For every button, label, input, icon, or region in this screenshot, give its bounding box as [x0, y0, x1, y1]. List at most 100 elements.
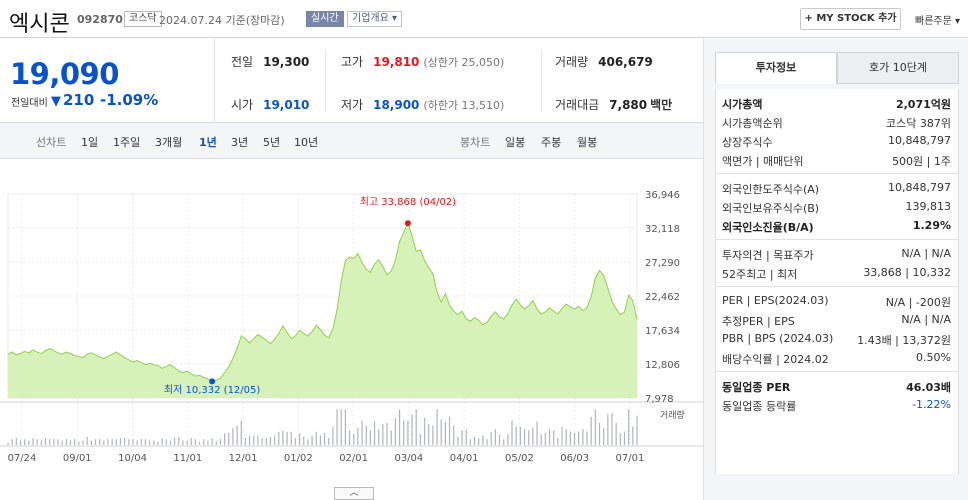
info-row: PBR | BPS (2024.03) 1.43배 | 13,372원: [716, 329, 958, 348]
info-label: 외국인보유주식수(B): [722, 202, 820, 215]
market-badge: 코스닥: [124, 11, 162, 27]
candle-chart-label: 봉차트: [460, 136, 491, 149]
volume-bar: [394, 417, 396, 445]
volume-bar: [215, 440, 217, 445]
market-cap-section: 시가총액 2,071억원 시가총액순위 코스닥 387위 상장주식수 10,848,797…: [716, 93, 958, 169]
volume-legend: 거래량: [660, 409, 685, 421]
volume-bar: [315, 431, 317, 445]
volume-bar: [411, 414, 413, 445]
volume-bar: [240, 420, 242, 445]
divider: [541, 49, 542, 112]
info-value: 10,848,797: [888, 181, 951, 194]
volume-bar: [557, 438, 559, 445]
price-chart[interactable]: 36,946 32,118 27,290 22,462 17,634 12,806 7,97…: [0, 160, 703, 500]
volume-bar: [49, 439, 51, 445]
volume-bar: [244, 438, 247, 445]
volume-bar: [511, 420, 513, 445]
volume-bar: [428, 424, 430, 445]
volume-bar: [619, 433, 621, 445]
period-10y[interactable]: 10년: [294, 136, 319, 149]
info-label: PER | EPS(2024.03): [722, 294, 829, 307]
volume-bar: [174, 438, 176, 445]
invest-info-table: 시가총액 2,071억원 시가총액순위 코스닥 387위 상장주식수 10,848,797…: [715, 89, 959, 474]
volume-bar: [594, 409, 596, 445]
volume-bar: [232, 428, 234, 445]
volume-bar: [228, 433, 230, 445]
volume-bar: [503, 439, 505, 445]
panel-tabs: 투자정보 호가 10단계: [715, 52, 959, 84]
period-1w[interactable]: 1주일: [113, 136, 141, 149]
price-area-fill: [8, 223, 637, 398]
volume-bar: [436, 409, 438, 445]
quick-order-dropdown[interactable]: 빠른주문 ▾: [915, 16, 960, 27]
period-3y[interactable]: 3년: [231, 136, 249, 149]
volume-bar: [473, 436, 476, 445]
volume-bar: [407, 420, 409, 445]
volume-bar: [603, 427, 605, 445]
volume-bar: [65, 439, 67, 445]
volume-bar: [611, 413, 613, 445]
info-label: 시가총액: [722, 98, 763, 111]
volume-bar: [448, 416, 451, 445]
period-5y[interactable]: 5년: [263, 136, 281, 149]
candle-monthly[interactable]: 월봉: [577, 136, 598, 149]
add-mystock-button[interactable]: + MY STOCK 추가: [800, 8, 901, 30]
info-label: 상장주식수: [722, 136, 773, 149]
period-3m[interactable]: 3개월: [155, 136, 183, 149]
volume-bar: [149, 440, 151, 445]
info-row: 배당수익률 | 2024.02 0.50%: [716, 348, 958, 367]
volume-bar: [219, 439, 222, 445]
change-percent: -1.09%: [100, 91, 159, 109]
info-row: 시가총액순위 코스닥 387위: [716, 112, 958, 131]
x-tick-label: 09/01: [63, 453, 92, 464]
volume-bar: [74, 439, 76, 445]
volume-bar: [94, 439, 97, 445]
candle-weekly[interactable]: 주봉: [541, 136, 562, 149]
volume-bar: [307, 439, 309, 445]
volume-bar: [294, 438, 297, 445]
tab-invest-info[interactable]: 투자정보: [715, 52, 837, 84]
low-annotation: 최저 10,332 (12/05): [164, 384, 260, 396]
volume-bar: [111, 439, 113, 445]
period-1d[interactable]: 1일: [81, 136, 99, 149]
info-value: 코스닥 387위: [886, 117, 951, 130]
chart-collapse-button[interactable]: ︿: [334, 487, 374, 500]
volume-bar: [607, 414, 609, 445]
candle-daily[interactable]: 일봉: [505, 136, 526, 149]
volume-bar: [598, 422, 601, 445]
x-tick-label: 10/04: [118, 453, 147, 464]
volume-bar: [590, 416, 592, 445]
realtime-button[interactable]: 실시간: [306, 11, 344, 27]
volume-bar: [153, 440, 155, 445]
info-label: 투자의견 | 목표주가: [722, 249, 814, 262]
volume-bar: [298, 433, 301, 445]
volume-bar: [444, 421, 446, 445]
tab-orderbook[interactable]: 호가 10단계: [837, 52, 959, 84]
info-value: -1.22%: [912, 398, 951, 411]
volume-bar: [28, 440, 30, 445]
volume-bar: [19, 440, 22, 445]
volume-bar: [323, 433, 326, 445]
info-label: 배당수익률 | 2024.02: [722, 353, 829, 366]
volume-bar: [311, 435, 313, 445]
volume-bar: [490, 431, 492, 445]
company-overview-dropdown[interactable]: 기업개요 ▾: [347, 11, 402, 27]
volume-bar: [361, 420, 363, 445]
volume-bar: [353, 434, 355, 445]
volume-bar: [544, 432, 546, 445]
high-annotation: 최고 33,868 (04/02): [360, 196, 456, 208]
volume-bar: [636, 415, 638, 445]
volume-bar: [423, 417, 426, 445]
volume-bar: [469, 439, 471, 445]
info-row: 추정PER | EPS N/A | N/A: [716, 310, 958, 329]
volume-bar: [319, 435, 322, 445]
info-value: N/A | N/A: [901, 247, 951, 260]
volume-bar: [257, 435, 259, 445]
y-tick-label: 22,462: [645, 292, 680, 303]
volume-bar: [253, 435, 255, 445]
volume-bar: [69, 440, 72, 445]
sector-section: 동일업종 PER 46.03배 동일업종 등락률 -1.22%: [716, 376, 958, 414]
trade-volume: 거래량 406,679: [555, 55, 653, 69]
volume-bar: [236, 425, 238, 445]
period-1y[interactable]: 1년: [199, 136, 217, 149]
